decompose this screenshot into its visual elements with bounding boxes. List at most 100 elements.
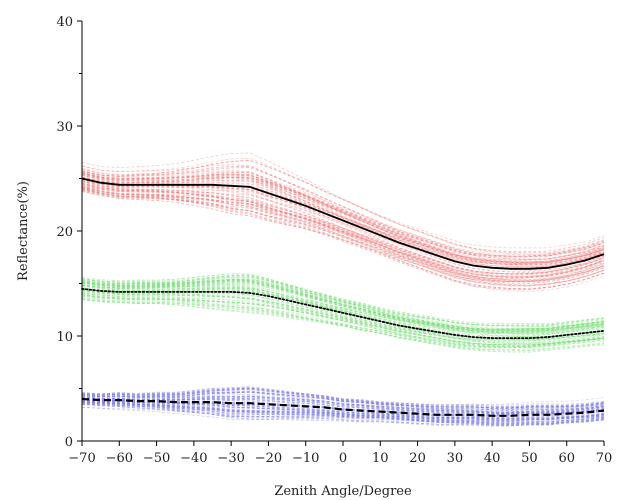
red-sample-curve <box>81 183 605 268</box>
red-sample-curve <box>81 180 605 287</box>
red-sample-curve <box>81 152 605 255</box>
red-sample-curve <box>81 186 605 290</box>
red-sample-curve <box>81 177 605 281</box>
red-sample-curve <box>81 169 605 266</box>
blue-sample-curve <box>81 400 605 425</box>
blue-sample-curve <box>81 401 605 419</box>
green-sample-curve <box>81 294 605 349</box>
x-tick-label: 10 <box>372 451 389 466</box>
red-sample-curve <box>81 178 605 273</box>
blue-sample-curve <box>81 397 605 414</box>
green-sample-curve <box>81 287 605 330</box>
red-sample-curve <box>81 166 605 263</box>
blue-sample-curve <box>81 389 605 411</box>
x-tick-label: −20 <box>255 451 282 466</box>
x-tick-label: −10 <box>292 451 319 466</box>
x-tick-label: −70 <box>68 451 95 466</box>
blue-sample-curve <box>81 401 605 427</box>
y-tick-label: 30 <box>56 120 73 135</box>
y-tick-label: 0 <box>65 435 73 450</box>
blue-sample-curve <box>81 395 605 420</box>
red-sample-curve <box>81 186 605 292</box>
blue-sample-curve <box>81 388 605 408</box>
x-tick-label: −30 <box>217 451 244 466</box>
blue-sample-curve <box>81 402 605 424</box>
green-sample-curve <box>81 281 605 335</box>
x-tick-label: 70 <box>596 451 613 466</box>
green-sample-curve <box>81 278 605 330</box>
x-tick-label: 30 <box>447 451 464 466</box>
y-tick-label: 40 <box>56 15 73 30</box>
red-sample-curve <box>81 189 605 279</box>
green-sample-curve <box>81 281 605 332</box>
x-tick-label: 60 <box>558 451 575 466</box>
blue-sample-curve <box>81 391 605 406</box>
red-sample-curve <box>81 175 605 257</box>
green-sample-curve <box>81 285 605 340</box>
x-axis-label: Zenith Angle/Degree <box>274 484 412 499</box>
red-sample-curve <box>81 181 605 267</box>
red-sample-curve <box>81 188 605 287</box>
green-sample-curve <box>81 283 605 340</box>
green-sample-curve <box>81 295 605 342</box>
green-sample-curve <box>81 293 605 351</box>
red-sample-curve <box>81 160 605 252</box>
x-tick-label: 20 <box>409 451 426 466</box>
red-sample-curve <box>81 165 605 260</box>
blue-sample-curve <box>81 386 605 409</box>
blue-sample-curve <box>81 395 605 415</box>
x-tick-label: −40 <box>180 451 207 466</box>
red-sample-curve <box>81 183 605 282</box>
green-sample-curve <box>81 297 605 353</box>
x-tick-label: 40 <box>484 451 501 466</box>
y-axis-label: Reflectance(%) <box>16 181 31 281</box>
green-sample-curve <box>81 283 605 331</box>
red-sample-curve <box>81 176 605 264</box>
red-sample-curve <box>81 188 605 290</box>
x-tick-label: 0 <box>339 451 347 466</box>
red-sample-curve <box>81 179 605 273</box>
green-sample-curve <box>81 286 605 337</box>
green-sample-curve <box>81 292 605 341</box>
green-sample-curve <box>81 280 605 331</box>
blue-sample-curve <box>81 387 605 409</box>
blue-sample-curve <box>81 402 605 427</box>
green-sample-curve <box>81 289 605 344</box>
y-tick-label: 20 <box>56 225 73 240</box>
blue-sample-curve <box>81 404 605 423</box>
x-tick-label: −60 <box>106 451 133 466</box>
green-sample-curve <box>81 282 605 339</box>
green-sample-curve <box>81 294 605 346</box>
blue-sample-curve <box>81 401 605 422</box>
green-sample-curve <box>81 279 605 334</box>
red-mean-line <box>81 177 605 270</box>
blue-sample-curve <box>81 397 605 413</box>
blue-sample-curve <box>81 387 605 412</box>
blue-mean-line <box>81 397 605 417</box>
green-sample-curve <box>81 284 605 338</box>
red-sample-curve <box>81 189 605 290</box>
green-sample-curve <box>81 299 605 349</box>
green-sample-curves <box>81 273 605 353</box>
red-sample-curve <box>81 176 605 257</box>
green-sample-curve <box>81 282 605 330</box>
green-sample-curve <box>81 288 605 345</box>
blue-sample-curve <box>81 403 605 426</box>
green-sample-curve <box>81 275 605 327</box>
blue-sample-curve <box>81 391 605 409</box>
green-sample-curve <box>81 289 605 335</box>
sample-curve-bundles <box>81 152 605 427</box>
mean-curves <box>81 177 605 417</box>
green-sample-curve <box>81 288 605 346</box>
green-sample-curve <box>81 290 605 342</box>
red-sample-curve <box>81 172 605 265</box>
blue-sample-curves <box>81 386 605 427</box>
green-sample-curve <box>81 290 605 351</box>
green-sample-curve <box>81 292 605 352</box>
green-sample-curve <box>81 276 605 330</box>
green-sample-curve <box>81 278 605 331</box>
green-sample-curve <box>81 289 605 344</box>
x-tick-label: −50 <box>143 451 170 466</box>
red-sample-curve <box>81 174 605 261</box>
